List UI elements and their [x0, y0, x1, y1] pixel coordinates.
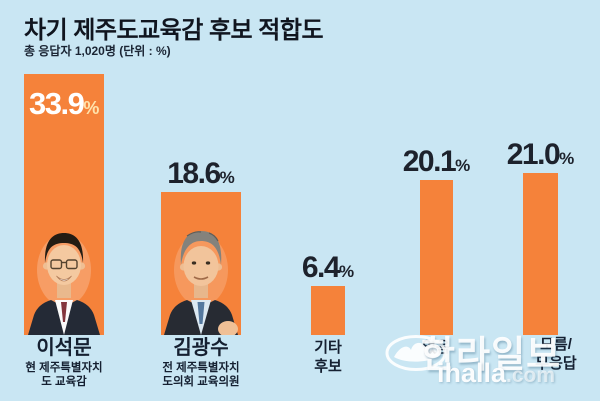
value-label-none: 20.1%: [402, 145, 471, 178]
bar-lee-seok-mun: 33.9%: [24, 74, 104, 335]
bar-kim-gwang-su: [161, 192, 241, 335]
candidate-desc-line1: 현 제주특별자치: [25, 362, 103, 374]
bar-none: [420, 180, 453, 335]
candidate-photo-lee-seok-mun: [28, 233, 100, 335]
candidate-name: 이석문: [36, 337, 92, 359]
bar-group-kim-gwang-su: 18.6%: [161, 159, 241, 335]
candidate-name: 김광수: [173, 337, 229, 359]
bar-group-lee-seok-mun: 33.9%: [24, 74, 104, 335]
category-line1: 기타: [314, 339, 342, 356]
bar-group-none: 20.1%: [403, 147, 470, 335]
category-label-lee-seok-mun: 이석문 현 제주특별자치 도 교육감: [25, 337, 102, 390]
watermark-domain-name: ihalla: [437, 358, 507, 388]
category-line2: 무응답: [535, 354, 577, 372]
bar-group-dont-know: 21.0%: [507, 140, 574, 335]
category-label-kim-gwang-su: 김광수 전 제주특별자치 도의회 교육의원: [162, 337, 239, 390]
page-title: 차기 제주도교육감 후보 적합도: [24, 17, 324, 44]
value-label-dont-know: 21.0%: [506, 138, 575, 171]
category-line1: 모름/: [540, 336, 572, 353]
bar-other-candidates: [311, 286, 345, 335]
percent-sign: %: [339, 262, 355, 281]
candidate-desc-line2: 도의회 교육의원: [162, 376, 240, 389]
value-label-lee-seok-mun: 33.9%: [29, 86, 100, 121]
watermark-domain-tld: .com: [506, 364, 556, 387]
value-label-other-candidates: 6.4%: [301, 251, 355, 284]
percent-sign: %: [219, 168, 235, 187]
watermark-domain: ihalla.com: [437, 358, 555, 389]
category-label-dont-know: 모름/ 무응답: [535, 336, 576, 374]
candidate-desc-line1: 전 제주특별자치: [162, 362, 240, 374]
value-label-kim-gwang-su: 18.6%: [167, 157, 235, 190]
candidate-desc-line2: 도 교육감: [41, 376, 87, 389]
bar-group-other-candidates: 6.4%: [302, 253, 354, 335]
halla-wave-logo-icon: [385, 335, 447, 371]
percent-sign: %: [455, 156, 471, 175]
bar-dont-know: [523, 173, 558, 335]
category-label-other-candidates: 기타 후보: [314, 339, 342, 377]
percent-sign: %: [559, 149, 575, 168]
watermark-brand: 한라일보: [421, 334, 562, 375]
candidate-photo-kim-gwang-su: [164, 231, 238, 335]
category-line2: 후보: [314, 357, 342, 375]
page-subtitle: 총 응답자 1,020명 (단위 : %): [24, 44, 171, 58]
percent-sign: %: [83, 98, 100, 118]
